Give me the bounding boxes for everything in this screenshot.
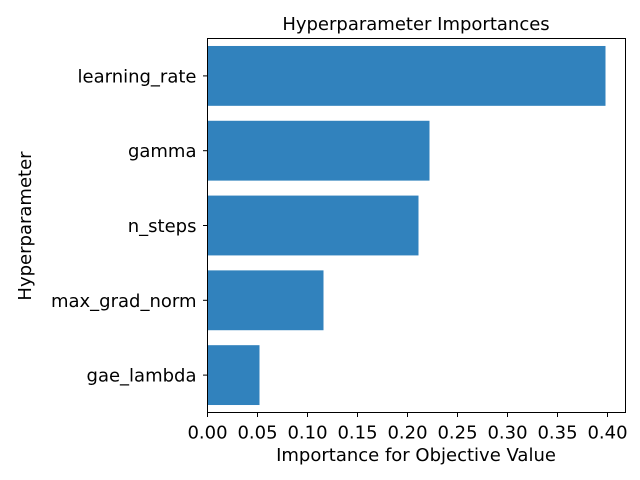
y-tick-label: max_grad_norm	[51, 291, 197, 312]
x-tick-label: 0.05	[237, 423, 277, 444]
bar-gae_lambda	[207, 345, 260, 406]
x-axis-label: Importance for Objective Value	[276, 445, 556, 466]
plot-frame	[207, 38, 626, 413]
x-tick-label: 0.35	[537, 423, 577, 444]
bar-n_steps	[207, 195, 419, 256]
x-tick-label: 0.40	[587, 423, 627, 444]
chart-title: Hyperparameter Importances	[282, 14, 549, 35]
x-tick-label: 0.25	[437, 423, 477, 444]
x-tick-label: 0.20	[387, 423, 427, 444]
y-tick-label: n_steps	[128, 216, 197, 237]
bar-gamma	[207, 120, 430, 181]
x-tick-label: 0.30	[487, 423, 527, 444]
x-tick-label: 0.00	[187, 423, 227, 444]
y-axis-label: Hyperparameter	[15, 151, 36, 301]
x-tick-label: 0.15	[337, 423, 377, 444]
bars-layer	[207, 45, 606, 406]
bar-learning_rate	[207, 45, 606, 106]
bar-max_grad_norm	[207, 270, 324, 331]
x-tick-layer: 0.00 0.05 0.10 0.15 0.20 0.25 0.30 0.35 0.40	[187, 412, 628, 444]
x-tick-label: 0.10	[287, 423, 327, 444]
y-tick-label: learning_rate	[78, 66, 197, 87]
y-tick-label: gae_lambda	[87, 366, 197, 387]
y-tick-label: gamma	[128, 141, 197, 162]
